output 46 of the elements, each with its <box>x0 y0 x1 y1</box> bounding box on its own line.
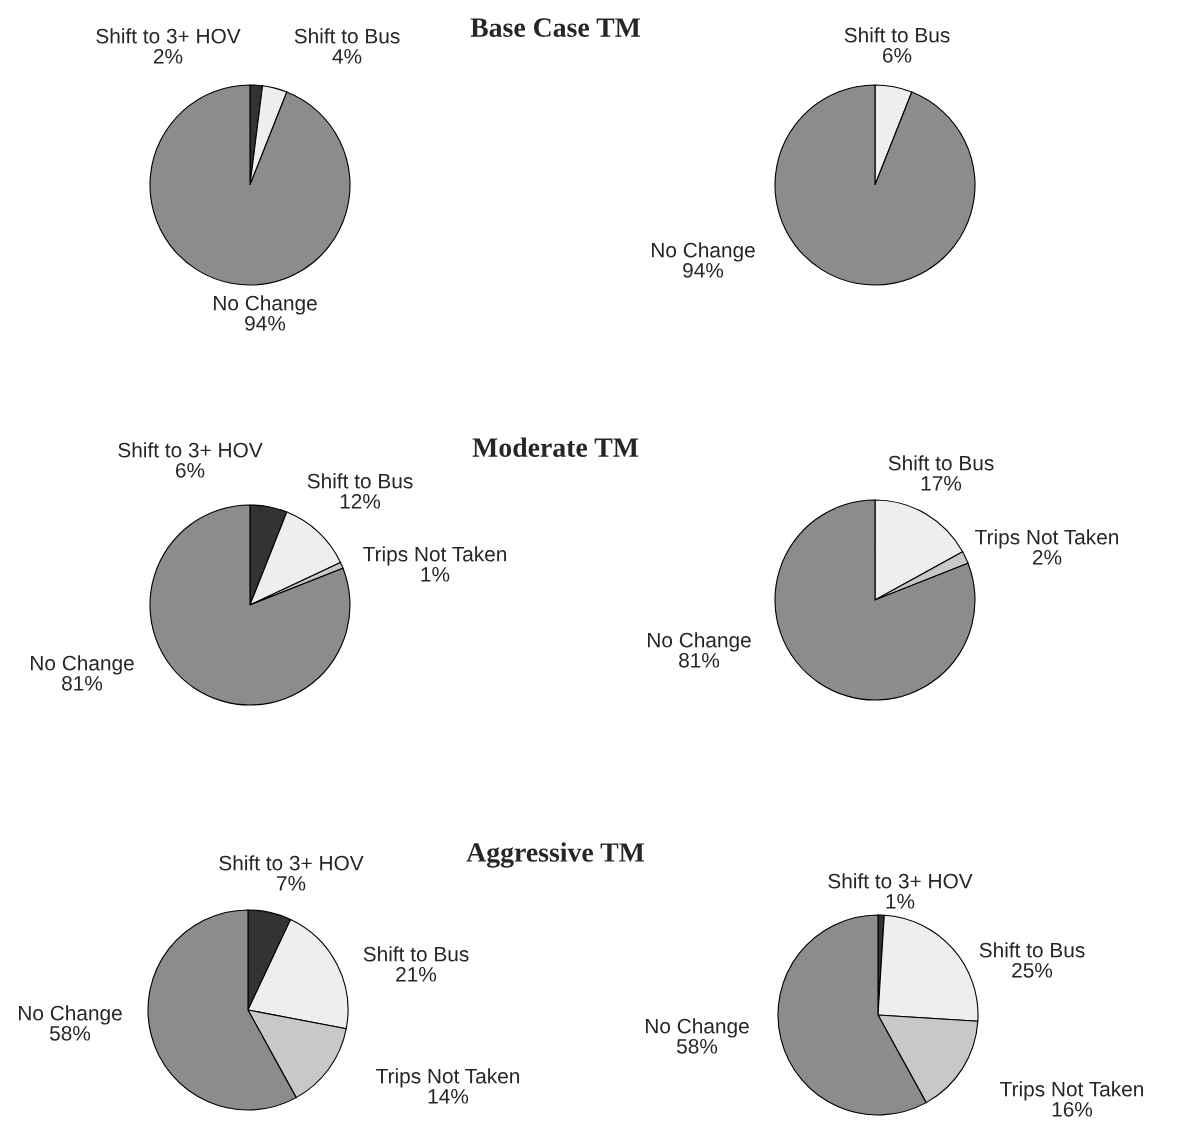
slice-label: Shift to Bus <box>294 28 400 44</box>
data-label: 17% <box>921 476 962 491</box>
data-label: 1% <box>886 894 915 909</box>
slice-label: Trips Not Taken <box>975 529 1119 549</box>
slice-label: Shift to Bus <box>979 942 1085 958</box>
slice-label: No Change <box>214 295 317 315</box>
data-label: 2% <box>1032 549 1062 565</box>
slice-label: Shift to 3+ HOV <box>219 855 364 871</box>
data-label: 21% <box>396 966 437 982</box>
chart-title: Aggressive TM <box>466 842 645 868</box>
data-label: 14% <box>428 1089 469 1104</box>
data-label: 12% <box>340 493 381 509</box>
chart-title: Moderate TM <box>472 437 639 457</box>
slice-label: No Change <box>31 655 134 675</box>
slice-label: No Change <box>19 1005 122 1025</box>
data-label: 94% <box>245 315 286 331</box>
slice-label: No Change <box>646 1018 749 1038</box>
data-label: 81% <box>679 652 720 668</box>
slice-label: No Change <box>652 242 755 262</box>
slice-label: No Change <box>648 632 751 652</box>
slice-label: Shift to 3+ HOV <box>828 873 973 889</box>
data-label: 58% <box>676 1038 718 1054</box>
slice-label: Shift to Bus <box>844 27 950 43</box>
data-label: 1% <box>421 567 450 582</box>
data-label: 6% <box>883 47 912 63</box>
text: Base Case TM <box>470 18 641 37</box>
pie-slice <box>774 499 976 701</box>
slice-label: Shift to Bus <box>363 946 469 962</box>
slice-label: Shift to 3+ HOV <box>96 28 241 44</box>
slice-label: Shift to 3+ HOV <box>118 442 263 458</box>
data-label: 58% <box>49 1025 91 1041</box>
data-label: 7% <box>277 876 306 891</box>
slice-label: Trips Not Taken <box>363 546 507 566</box>
data-label: 6% <box>176 462 205 478</box>
pie-slice <box>774 84 976 286</box>
slice-label: Shift to Bus <box>888 455 994 471</box>
data-label: 16% <box>1052 1101 1093 1117</box>
slice-label: Trips Not Taken <box>376 1068 520 1088</box>
slice-label: Trips Not Taken <box>1000 1081 1144 1101</box>
data-label: 81% <box>62 675 103 691</box>
data-label: 2% <box>153 48 183 64</box>
data-label: 94% <box>683 262 724 278</box>
data-label: 4% <box>332 49 362 64</box>
slice-label: Shift to Bus <box>307 473 413 489</box>
pie-slice <box>149 84 351 286</box>
data-label: 25% <box>1012 962 1053 978</box>
